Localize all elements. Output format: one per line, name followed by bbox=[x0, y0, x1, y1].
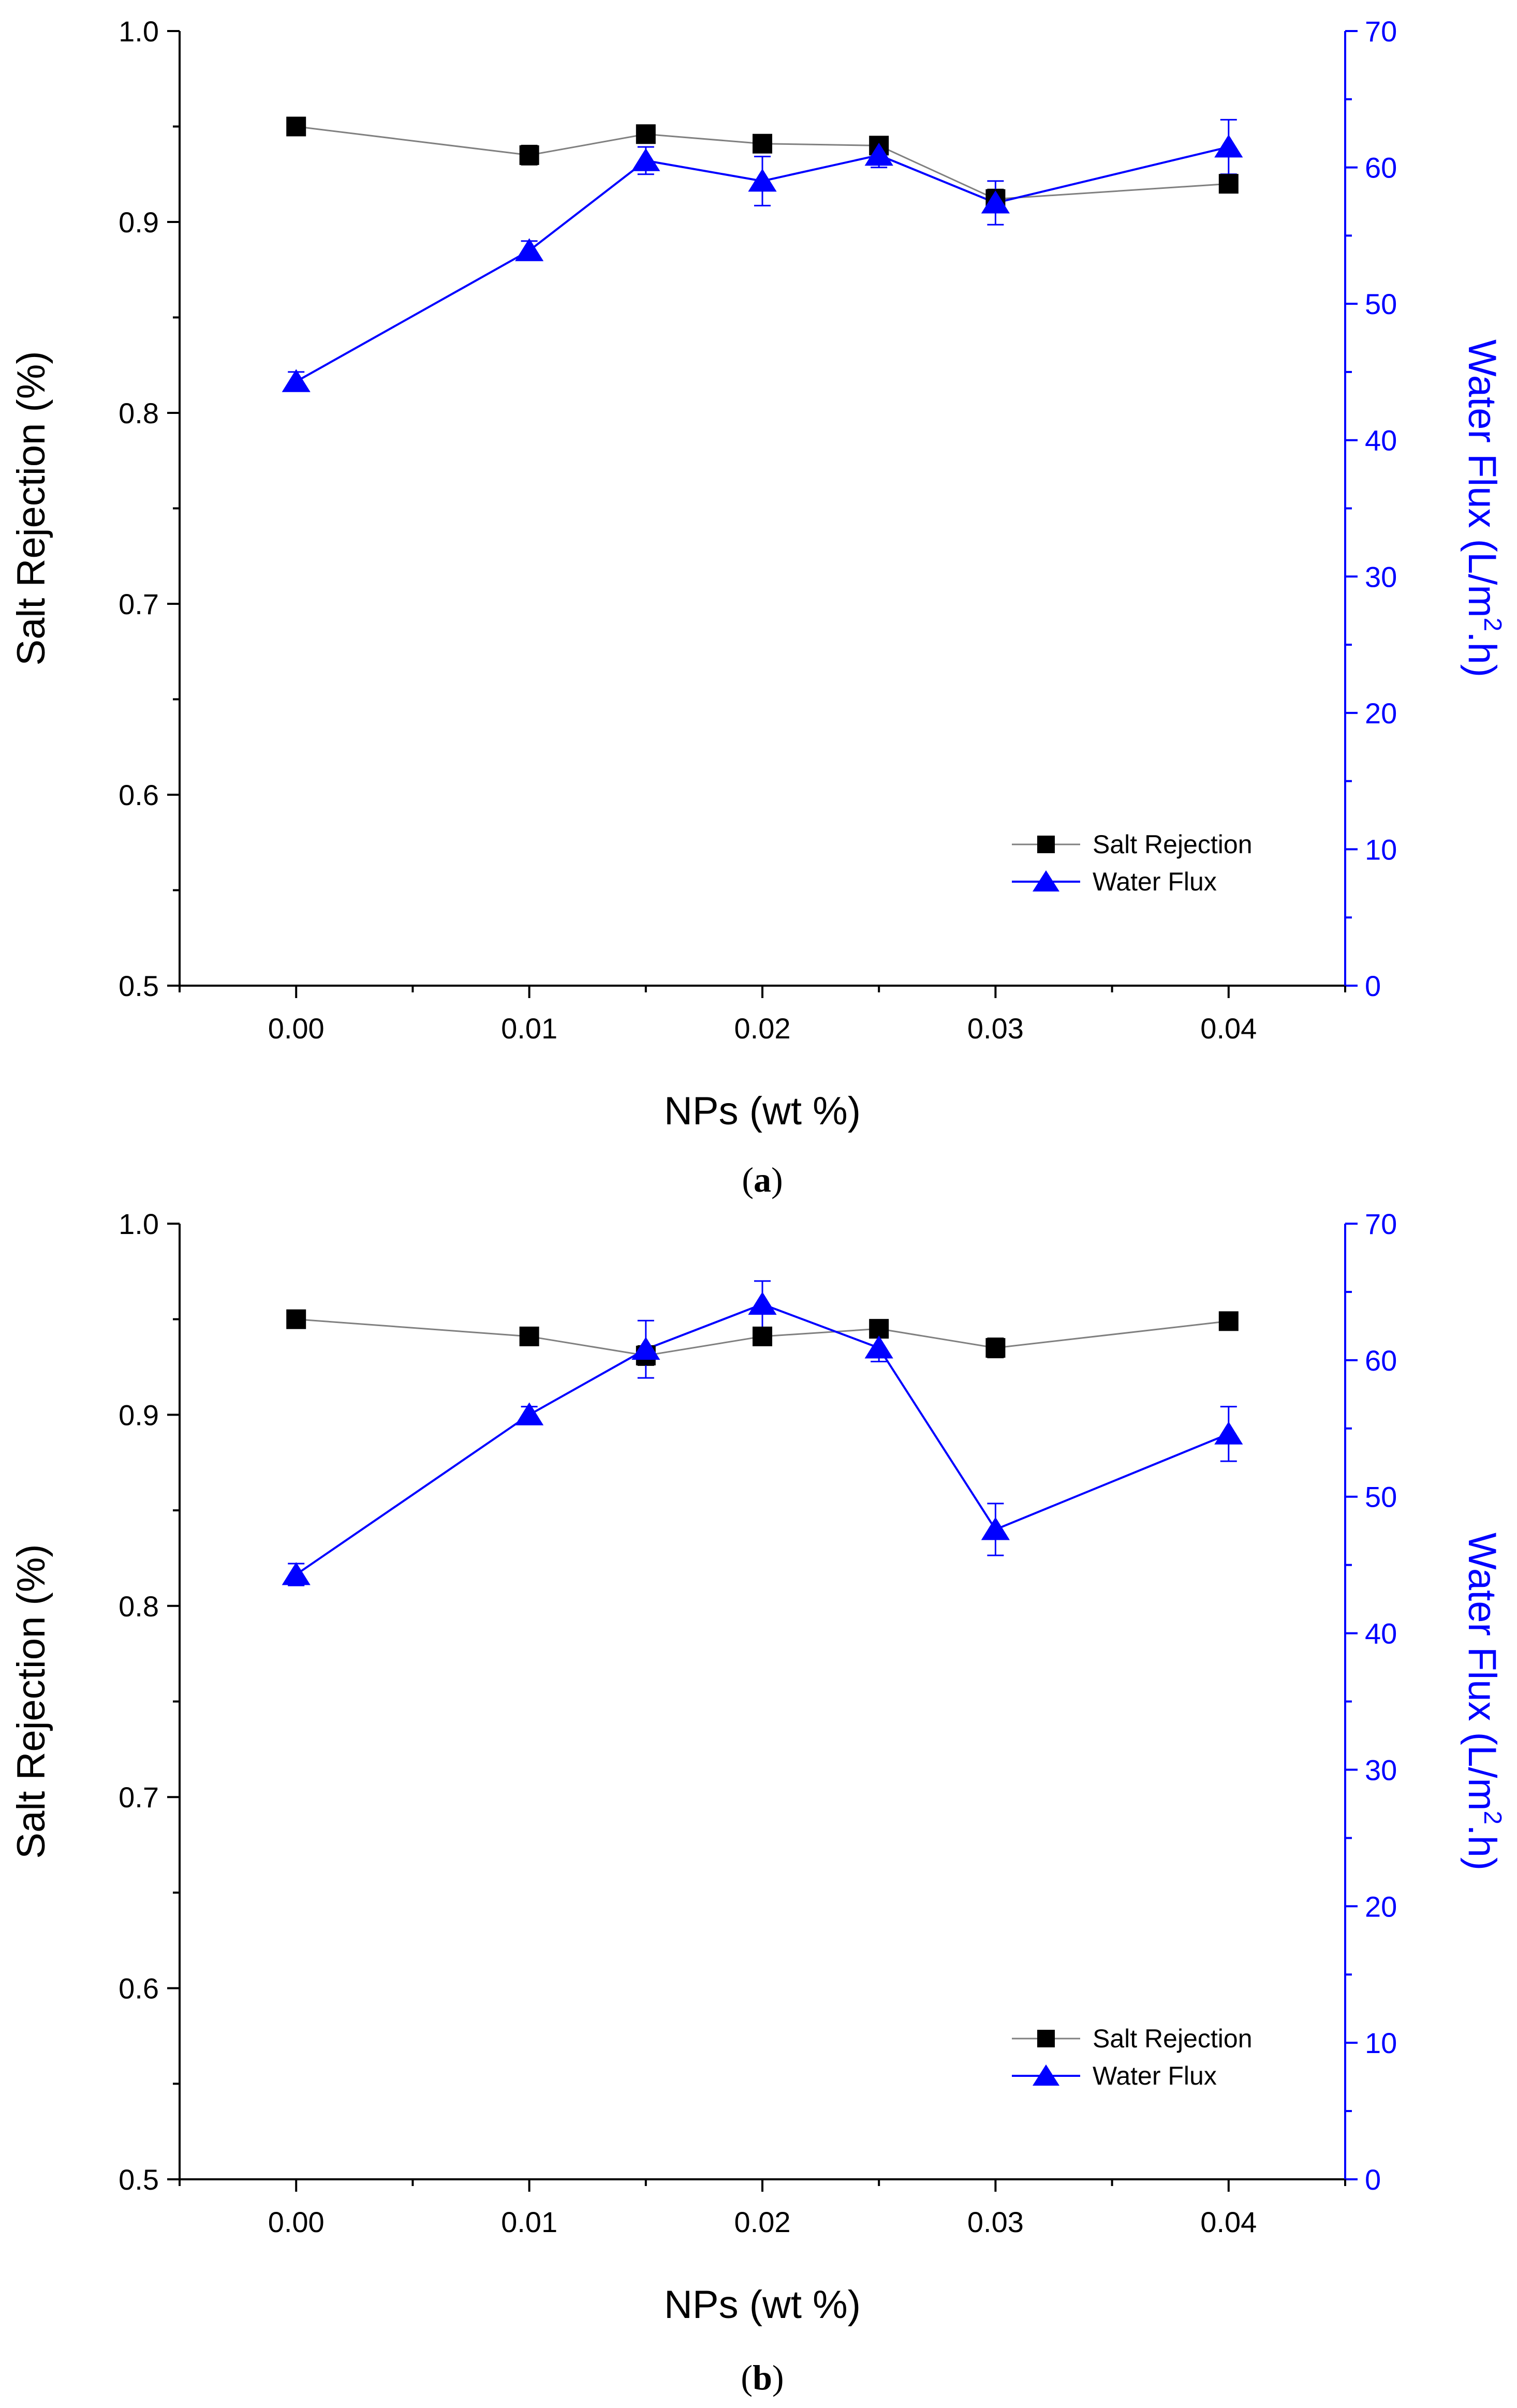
right-y-tick-label: 20 bbox=[1365, 1890, 1397, 1923]
right-y-axis-title: Water Flux (L/m2.h) bbox=[1460, 339, 1506, 677]
right-y-tick-label: 30 bbox=[1365, 1753, 1397, 1786]
left-y-tick-label: 0.8 bbox=[119, 397, 159, 429]
water-flux-point bbox=[1214, 1421, 1243, 1445]
water-flux-point bbox=[981, 190, 1010, 214]
right-y-tick-label: 60 bbox=[1365, 1344, 1397, 1377]
right-y-tick-label: 0 bbox=[1365, 2163, 1381, 2196]
salt-rejection-point bbox=[1218, 174, 1239, 194]
x-tick-label: 0.04 bbox=[1200, 2206, 1257, 2238]
salt-rejection-point bbox=[985, 1338, 1006, 1358]
panel-caption-open: ( bbox=[742, 1160, 754, 1199]
left-y-tick-label: 0.7 bbox=[119, 588, 159, 620]
x-tick-label: 0.03 bbox=[967, 1012, 1024, 1045]
right-y-axis-title-part: .h) bbox=[1460, 1824, 1504, 1870]
left-y-tick-label: 0.5 bbox=[119, 970, 159, 1002]
legend: Salt Rejection Water Flux bbox=[1012, 2024, 1253, 2090]
legend-water-flux-marker bbox=[1033, 2064, 1059, 2086]
x-tick-label: 0.01 bbox=[501, 2206, 557, 2238]
right-y-tick-label: 40 bbox=[1365, 424, 1397, 457]
water-flux-point bbox=[282, 1562, 311, 1585]
right-y-axis-title-part: .h) bbox=[1460, 631, 1504, 677]
legend-salt-rejection-label: Salt Rejection bbox=[1093, 2024, 1253, 2053]
right-y-axis-title-superscript: 2 bbox=[1479, 618, 1506, 632]
legend-salt-rejection-label: Salt Rejection bbox=[1093, 830, 1253, 859]
left-y-axis-title: Salt Rejection (%) bbox=[9, 1544, 53, 1859]
water-flux-point bbox=[282, 369, 311, 392]
panel-caption-letter: b bbox=[753, 2358, 772, 2397]
x-tick-label: 0.03 bbox=[967, 2206, 1024, 2238]
right-y-tick-label: 70 bbox=[1365, 1208, 1397, 1240]
right-y-tick-label: 20 bbox=[1365, 697, 1397, 730]
left-y-tick-label: 0.9 bbox=[119, 1399, 159, 1431]
right-y-axis-title-part: Water Flux (L/m bbox=[1460, 1533, 1504, 1811]
water-flux-point bbox=[631, 148, 660, 171]
left-y-tick-label: 0.8 bbox=[119, 1590, 159, 1623]
salt-rejection-point bbox=[286, 116, 306, 137]
right-y-tick-label: 40 bbox=[1365, 1617, 1397, 1650]
x-tick-label: 0.02 bbox=[734, 1012, 791, 1045]
legend: Salt Rejection Water Flux bbox=[1012, 830, 1253, 896]
panel-caption-open: ( bbox=[741, 2358, 753, 2397]
water-flux-point bbox=[631, 1336, 660, 1360]
water-flux-point bbox=[748, 1291, 777, 1315]
right-y-tick-label: 0 bbox=[1365, 970, 1381, 1002]
left-y-tick-label: 1.0 bbox=[119, 15, 159, 48]
water-flux-point bbox=[864, 142, 893, 166]
left-y-tick-label: 1.0 bbox=[119, 1208, 159, 1240]
left-y-tick-label: 0.7 bbox=[119, 1781, 159, 1814]
left-y-tick-label: 0.6 bbox=[119, 779, 159, 811]
legend-water-flux-label: Water Flux bbox=[1093, 2061, 1217, 2090]
salt-rejection-point bbox=[636, 124, 656, 144]
right-y-tick-label: 10 bbox=[1365, 833, 1397, 866]
right-y-tick-label: 60 bbox=[1365, 152, 1397, 184]
legend-salt-rejection-marker bbox=[1037, 2030, 1055, 2047]
salt-rejection-point bbox=[519, 1326, 539, 1346]
right-y-tick-label: 30 bbox=[1365, 560, 1397, 593]
x-tick-label: 0.04 bbox=[1200, 1012, 1257, 1045]
right-y-tick-label: 70 bbox=[1365, 15, 1397, 48]
x-tick-label: 0.02 bbox=[734, 2206, 791, 2238]
x-tick-label: 0.01 bbox=[501, 1012, 557, 1045]
right-y-axis-title: Water Flux (L/m2.h) bbox=[1460, 1533, 1506, 1870]
panel-caption: (a) bbox=[742, 1160, 783, 1199]
legend-water-flux-label: Water Flux bbox=[1093, 867, 1217, 896]
water-flux-point bbox=[748, 168, 777, 192]
water-flux-point bbox=[515, 238, 544, 261]
right-y-axis-title-part: Water Flux (L/m bbox=[1460, 339, 1504, 618]
water-flux-point bbox=[864, 1335, 893, 1359]
salt-rejection-point bbox=[753, 133, 772, 154]
chart-panel-a: 0.5 0.6 0.7 0.8 0.9 1.0 0 10 20 30 40 50 60 70 0.00 0.0… bbox=[9, 15, 1506, 1199]
water-flux-point bbox=[981, 1517, 1010, 1540]
water-flux-point bbox=[515, 1402, 544, 1425]
left-y-tick-label: 0.6 bbox=[119, 1972, 159, 2005]
salt-rejection-point bbox=[1218, 1311, 1239, 1331]
left-y-axis-title: Salt Rejection (%) bbox=[9, 351, 53, 665]
x-axis-title: NPs (wt %) bbox=[664, 2283, 861, 2327]
panel-caption-letter: a bbox=[754, 1160, 771, 1199]
right-y-tick-label: 10 bbox=[1365, 2027, 1397, 2059]
right-y-axis-title-superscript: 2 bbox=[1479, 1811, 1506, 1825]
legend-water-flux-marker bbox=[1033, 870, 1059, 891]
panel-caption-close: ) bbox=[771, 1160, 783, 1199]
x-tick-label: 0.00 bbox=[268, 2206, 325, 2238]
panel-caption-close: ) bbox=[772, 2358, 784, 2397]
salt-rejection-point bbox=[869, 1319, 889, 1339]
salt-rejection-point bbox=[753, 1326, 772, 1346]
panel-caption: (b) bbox=[741, 2358, 784, 2397]
right-y-tick-label: 50 bbox=[1365, 288, 1397, 320]
legend-salt-rejection-marker bbox=[1037, 836, 1055, 853]
salt-rejection-point bbox=[286, 1309, 306, 1329]
salt-rejection-point bbox=[519, 145, 539, 165]
x-axis-title: NPs (wt %) bbox=[664, 1089, 861, 1133]
left-y-tick-label: 0.9 bbox=[119, 206, 159, 239]
left-y-tick-label: 0.5 bbox=[119, 2163, 159, 2196]
water-flux-point bbox=[1214, 135, 1243, 158]
right-y-tick-label: 50 bbox=[1365, 1481, 1397, 1513]
x-tick-label: 0.00 bbox=[268, 1012, 325, 1045]
chart-panel-b: 0.5 0.6 0.7 0.8 0.9 1.0 0 10 20 30 40 50 60 70 0.00 0.0… bbox=[9, 1208, 1506, 2397]
